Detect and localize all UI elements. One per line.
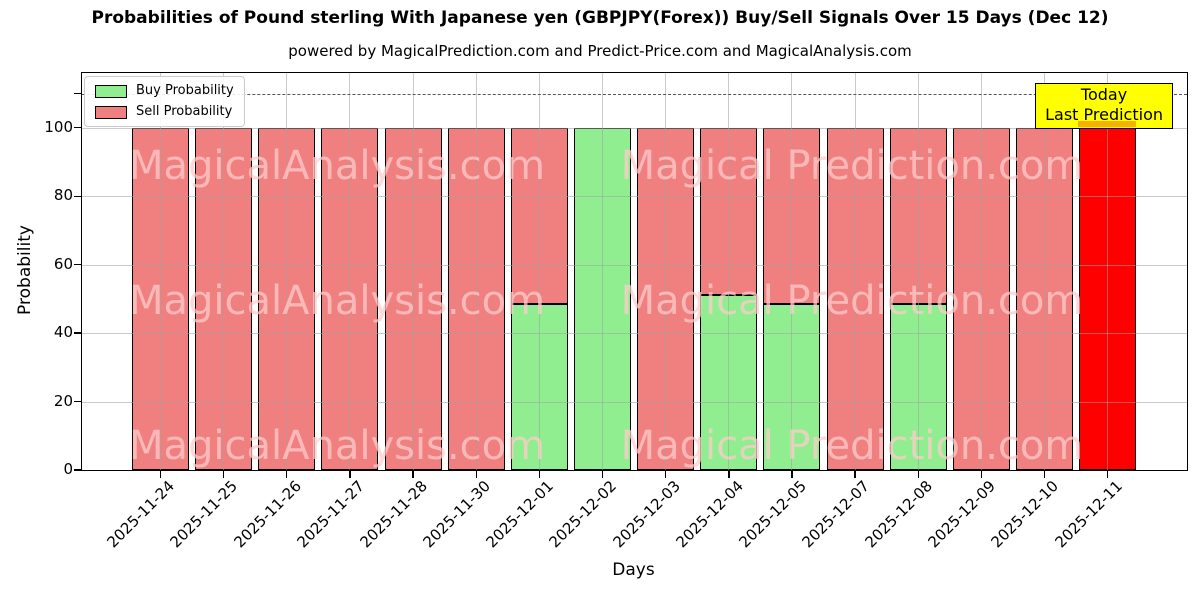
gridline-horizontal [82,333,1187,335]
x-tick-label: 2025-12-05 [735,477,810,552]
x-tick-mark [980,471,983,478]
y-tick-mark [74,332,81,334]
x-tick-label: 2025-12-07 [798,477,873,552]
annotation-bar-overlap [1078,121,1136,127]
gridline-vertical [602,73,604,470]
legend-item-sell: Sell Probability [95,105,234,119]
x-tick-label: 2025-11-30 [419,477,494,552]
y-tick-mark [74,469,81,471]
x-tick-label: 2025-12-08 [861,477,936,552]
x-tick-mark [349,471,351,478]
x-tick-mark [854,471,856,478]
x-tick-label: 2025-12-11 [1051,477,1126,552]
y-tick-label: 20 [53,391,73,410]
gridline-vertical [1044,73,1046,470]
y-tick-label: 80 [53,186,73,205]
gridline-horizontal [82,127,1187,129]
plot-area: Buy Probability Sell Probability Magical… [74,72,1188,478]
y-tick-label: 0 [63,460,73,478]
x-tick-label: 2025-12-10 [987,477,1063,552]
chart-subtitle: powered by MagicalPrediction.com and Pre… [288,42,912,60]
y-tick-mark [74,400,81,403]
x-tick-label: 2025-12-03 [609,477,684,552]
gridline-vertical [854,73,856,470]
legend-item-buy: Buy Probability [95,84,234,98]
x-tick-mark [475,471,477,478]
gridline-vertical [538,73,540,470]
buy-color-swatch [95,84,127,98]
legend-label-sell: Sell Probability [136,104,233,119]
gridline-horizontal [82,264,1187,266]
y-tick-mark [74,195,81,197]
x-tick-mark [159,471,162,478]
y-tick-mark [74,92,81,95]
dashed-reference-line [82,93,1187,95]
y-tick-label: 100 [44,117,73,136]
x-tick-mark [601,471,604,478]
x-tick-mark [1107,471,1109,478]
x-tick-mark [1043,471,1046,478]
gridline-vertical [412,73,414,470]
sell-color-swatch [95,105,127,119]
y-tick-label: 40 [53,323,73,342]
x-tick-mark [222,471,225,478]
today-annotation-line1: Today [1080,85,1128,104]
gridline-vertical [223,73,225,470]
x-tick-label: 2025-12-02 [545,477,621,552]
x-tick-mark [538,471,541,478]
y-tick-mark [74,263,81,266]
gridline-vertical [349,73,351,470]
x-tick-label: 2025-11-26 [230,477,305,552]
x-tick-label: 2025-11-28 [356,477,431,552]
gridline-vertical [665,73,667,470]
x-tick-label: 2025-11-25 [167,477,242,552]
gridline-vertical [917,73,919,470]
x-tick-mark [791,471,793,478]
today-annotation-line2: Last Prediction [1045,105,1163,124]
x-tick-mark [728,471,730,478]
x-tick-mark [664,471,667,478]
x-tick-mark [286,471,288,478]
chart-title: Probabilities of Pound sterling With Jap… [91,8,1109,28]
gridline-vertical [980,73,982,470]
gridline-vertical [160,73,161,470]
x-tick-mark [917,471,919,478]
gridline-horizontal [82,196,1187,198]
x-axis-label: Days [612,560,655,580]
y-tick-mark [74,127,81,129]
legend: Buy Probability Sell Probability [84,76,245,127]
gridline-vertical [791,73,793,470]
gridline-vertical [475,73,477,470]
gridline-vertical [1107,73,1109,470]
gridline-vertical [728,73,730,470]
x-tick-label: 2025-12-09 [924,477,1000,552]
x-tick-mark [412,471,414,478]
y-tick-label: 60 [53,254,73,273]
x-tick-label: 2025-12-01 [482,477,558,552]
gridline-vertical [286,73,288,470]
gridline-horizontal [82,401,1187,403]
legend-label-buy: Buy Probability [136,83,234,98]
x-tick-label: 2025-11-27 [293,477,368,552]
x-tick-label: 2025-11-24 [103,477,179,552]
